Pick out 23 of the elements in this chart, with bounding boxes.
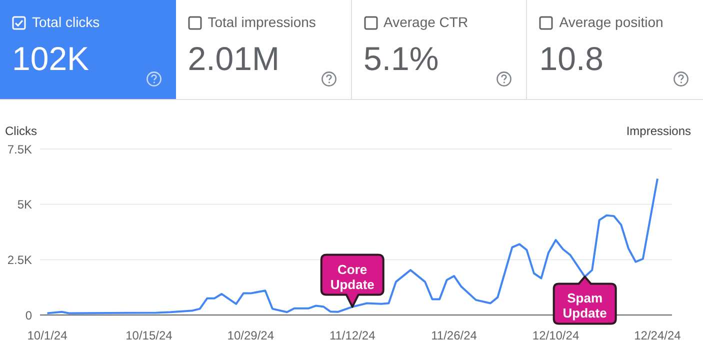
text: Average position — [559, 14, 664, 30]
y-tick-label: 2.5K — [7, 252, 32, 267]
x-tick-label: 12/24/24 — [634, 328, 682, 343]
text: 2.01M — [188, 40, 280, 78]
x-tick-label: 10/1/24 — [27, 328, 68, 343]
x-tick-label: 10/29/24 — [227, 328, 274, 343]
x-tick-label: 11/12/24 — [329, 328, 376, 343]
y-tick-label: 7.5K — [7, 142, 32, 156]
annotation: Spam Update — [562, 290, 607, 321]
text: 5.1% — [364, 40, 439, 78]
x-tick-label: 10/15/24 — [126, 328, 173, 343]
annotation: Core Update — [330, 262, 374, 292]
text: 10.8 — [539, 40, 604, 78]
x-tick-label: 12/10/24 — [532, 328, 580, 343]
y-tick-label: 0 — [25, 308, 32, 322]
y-tick-label: 5K — [17, 198, 32, 212]
y2-axis-title: Impressions — [626, 124, 691, 138]
text: Average CTR — [384, 14, 468, 30]
x-tick-label: 11/26/24 — [431, 328, 478, 343]
y-axis-title: Clicks — [5, 124, 37, 138]
text: Total impressions — [208, 14, 316, 30]
text: Total clicks — [32, 14, 100, 30]
text: 102K — [12, 40, 90, 78]
